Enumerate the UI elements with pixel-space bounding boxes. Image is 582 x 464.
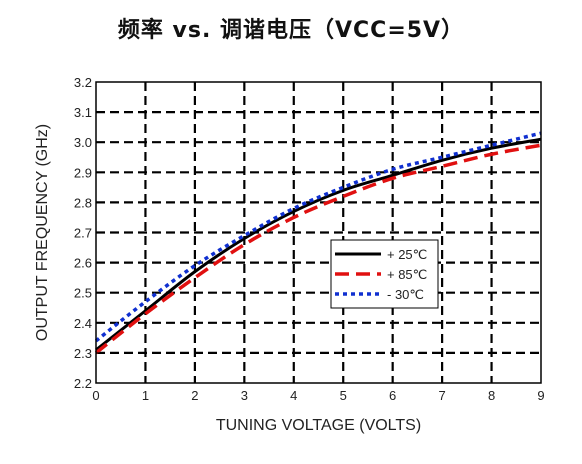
y-tick-label: 2.8 <box>74 195 92 210</box>
x-tick-label: 0 <box>92 388 99 403</box>
legend: + 25℃ + 85℃ - 30℃ <box>330 239 439 309</box>
x-axis-label: TUNING VOLTAGE (VOLTS) <box>216 417 421 434</box>
y-tick-label: 3.0 <box>74 135 92 150</box>
y-tick-label: 3.1 <box>74 105 92 120</box>
y-tick-label: 2.4 <box>74 316 92 331</box>
y-axis-label: OUTPUT FREQUENCY (GHz) <box>34 124 51 341</box>
x-tick-label: 2 <box>191 388 198 403</box>
y-tick-label: 2.2 <box>74 376 92 391</box>
series-line-1 <box>95 137 542 352</box>
legend-label: - 30℃ <box>387 287 424 302</box>
y-tick-label: 2.5 <box>74 286 92 301</box>
y-tick-label: 2.9 <box>74 165 92 180</box>
axis-ticks: 0 1 2 3 4 5 6 7 8 9 2.2 2.3 2.4 2.5 2.6 2.7 2.8 2.9 3.0 3.1… <box>74 75 545 403</box>
y-tick-label: 2.7 <box>74 226 92 241</box>
chart-title: 频率 vs. 调谐电压（VCC=5V） <box>117 18 465 43</box>
series-line-2 <box>94 143 542 355</box>
x-tick-label: 1 <box>142 388 149 403</box>
y-tick-label: 2.6 <box>74 256 92 271</box>
grid <box>96 82 541 383</box>
x-tick-label: 5 <box>340 388 347 403</box>
y-tick-label: 3.2 <box>74 75 92 90</box>
x-tick-label: 3 <box>241 388 248 403</box>
x-tick-label: 9 <box>537 388 544 403</box>
x-tick-label: 6 <box>389 388 396 403</box>
series-lines <box>94 131 542 355</box>
x-tick-label: 8 <box>488 388 495 403</box>
x-tick-label: 7 <box>438 388 445 403</box>
series-line-3 <box>94 131 542 343</box>
legend-label: + 85℃ <box>387 267 427 282</box>
legend-label: + 25℃ <box>387 247 427 262</box>
y-tick-label: 2.3 <box>74 346 92 361</box>
x-tick-label: 4 <box>290 388 297 403</box>
